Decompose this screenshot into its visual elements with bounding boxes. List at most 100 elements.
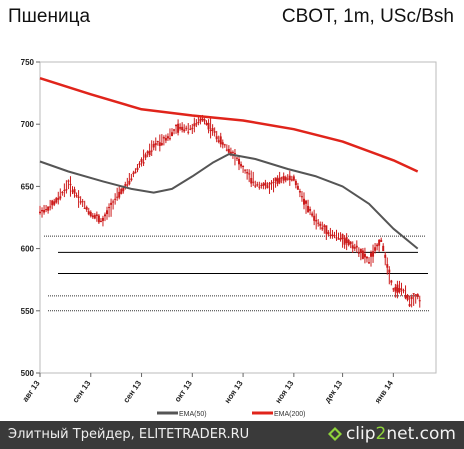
candle-body-176 bbox=[396, 284, 399, 294]
y-tick-label-750: 750 bbox=[21, 58, 35, 67]
brand-mark-icon bbox=[327, 427, 342, 441]
candle-body-68 bbox=[177, 123, 180, 133]
candle-body-49 bbox=[138, 163, 141, 165]
candle-body-183 bbox=[410, 296, 413, 300]
candle-body-99 bbox=[240, 164, 243, 167]
source-credit: Элитный Трейдер, ELITETRADER.RU bbox=[8, 427, 250, 442]
candle-body-75 bbox=[191, 127, 194, 129]
candle-body-85 bbox=[211, 127, 214, 131]
candle-body-24 bbox=[87, 211, 90, 215]
instrument-title: Пшеница bbox=[8, 6, 91, 27]
candle-body-19 bbox=[77, 196, 80, 198]
instrument-subtitle: CBOT, 1m, USc/Bsh bbox=[281, 6, 454, 27]
candle-body-139 bbox=[321, 227, 324, 230]
candle-body-14 bbox=[67, 180, 70, 182]
candle-body-122 bbox=[286, 178, 289, 180]
candle-body-32 bbox=[103, 214, 106, 217]
candle-body-29 bbox=[97, 215, 100, 223]
candle-body-56 bbox=[152, 144, 155, 148]
candle-body-185 bbox=[414, 294, 417, 296]
candle-body-170 bbox=[384, 254, 387, 258]
brand-logo[interactable]: clip2net.com bbox=[327, 424, 456, 444]
candle-body-147 bbox=[337, 238, 340, 240]
candle-body-140 bbox=[323, 225, 326, 227]
candle-body-167 bbox=[378, 239, 381, 246]
candle-body-108 bbox=[258, 186, 261, 188]
candle-body-135 bbox=[313, 215, 316, 221]
candle-body-81 bbox=[203, 119, 206, 122]
candle-body-146 bbox=[335, 237, 338, 239]
candle-body-30 bbox=[99, 220, 102, 223]
candle-body-123 bbox=[288, 175, 291, 180]
candle-body-48 bbox=[136, 167, 139, 171]
candle-body-60 bbox=[160, 143, 163, 146]
candle-body-97 bbox=[235, 157, 238, 159]
candle-body-40 bbox=[120, 188, 123, 194]
candle-body-3 bbox=[45, 209, 48, 211]
candle-body-171 bbox=[386, 264, 389, 268]
candle-body-43 bbox=[126, 184, 129, 186]
candle-body-145 bbox=[333, 235, 336, 237]
candle-body-26 bbox=[91, 215, 94, 218]
candle-body-106 bbox=[254, 185, 257, 187]
candle-body-173 bbox=[390, 280, 393, 283]
candle-body-46 bbox=[132, 172, 135, 175]
candle-body-87 bbox=[215, 136, 218, 140]
candle-body-124 bbox=[290, 179, 293, 181]
candle-body-82 bbox=[205, 122, 208, 125]
candle-body-125 bbox=[292, 176, 295, 181]
candle-body-37 bbox=[114, 198, 117, 200]
candle-body-79 bbox=[199, 118, 202, 122]
candle-body-186 bbox=[416, 294, 419, 298]
candle-body-126 bbox=[294, 180, 297, 186]
candle-body-153 bbox=[349, 241, 352, 245]
candle-body-143 bbox=[329, 234, 332, 237]
y-tick-label-550: 550 bbox=[21, 307, 35, 316]
candle-body-42 bbox=[124, 184, 127, 186]
y-tick-label-600: 600 bbox=[21, 245, 35, 254]
candle-body-117 bbox=[276, 178, 279, 184]
candle-body-165 bbox=[374, 247, 377, 251]
candle-body-155 bbox=[353, 247, 356, 249]
candle-body-74 bbox=[189, 128, 192, 130]
candle-body-12 bbox=[63, 189, 66, 191]
candle-body-133 bbox=[309, 208, 312, 211]
candle-body-107 bbox=[256, 184, 259, 186]
candle-body-41 bbox=[122, 187, 125, 192]
y-tick-label-700: 700 bbox=[21, 120, 35, 129]
price-chart: 500 550 600 650 700 750 авг 13 сен 13 сен 13 окт… bbox=[21, 58, 437, 418]
candle-body-11 bbox=[61, 192, 64, 194]
candle-body-134 bbox=[311, 213, 314, 216]
x-tick-label-7: янв 14 bbox=[373, 379, 395, 406]
candle-body-23 bbox=[85, 207, 88, 210]
candle-body-36 bbox=[112, 201, 115, 203]
brand-text-net: net.com bbox=[386, 424, 456, 444]
candle-body-105 bbox=[252, 181, 255, 183]
candle-body-10 bbox=[59, 196, 62, 199]
candle-body-175 bbox=[394, 287, 397, 292]
candle-body-6 bbox=[51, 200, 54, 206]
candle-body-91 bbox=[223, 144, 226, 146]
candle-body-65 bbox=[171, 132, 173, 137]
candle-body-4 bbox=[47, 206, 50, 211]
candle-body-95 bbox=[231, 151, 234, 153]
brand-text-clip: clip bbox=[345, 424, 376, 444]
candle-body-120 bbox=[282, 176, 285, 181]
candle-body-38 bbox=[116, 196, 119, 198]
x-tick-label-2: сен 13 bbox=[122, 379, 144, 405]
candle-body-132 bbox=[307, 205, 310, 213]
candle-body-138 bbox=[319, 223, 322, 226]
candle-body-7 bbox=[53, 201, 56, 205]
candle-body-54 bbox=[148, 150, 151, 156]
candle-body-182 bbox=[408, 304, 411, 307]
candle-body-33 bbox=[106, 210, 109, 215]
candle-body-150 bbox=[343, 238, 346, 245]
candle-body-86 bbox=[213, 131, 216, 133]
x-tick-label-3: окт 13 bbox=[173, 379, 194, 404]
candle-body-76 bbox=[193, 123, 196, 127]
candle-body-115 bbox=[272, 181, 275, 183]
candle-body-16 bbox=[71, 190, 74, 192]
candle-body-83 bbox=[207, 122, 210, 130]
candle-body-34 bbox=[108, 207, 111, 209]
candle-body-109 bbox=[260, 184, 263, 186]
